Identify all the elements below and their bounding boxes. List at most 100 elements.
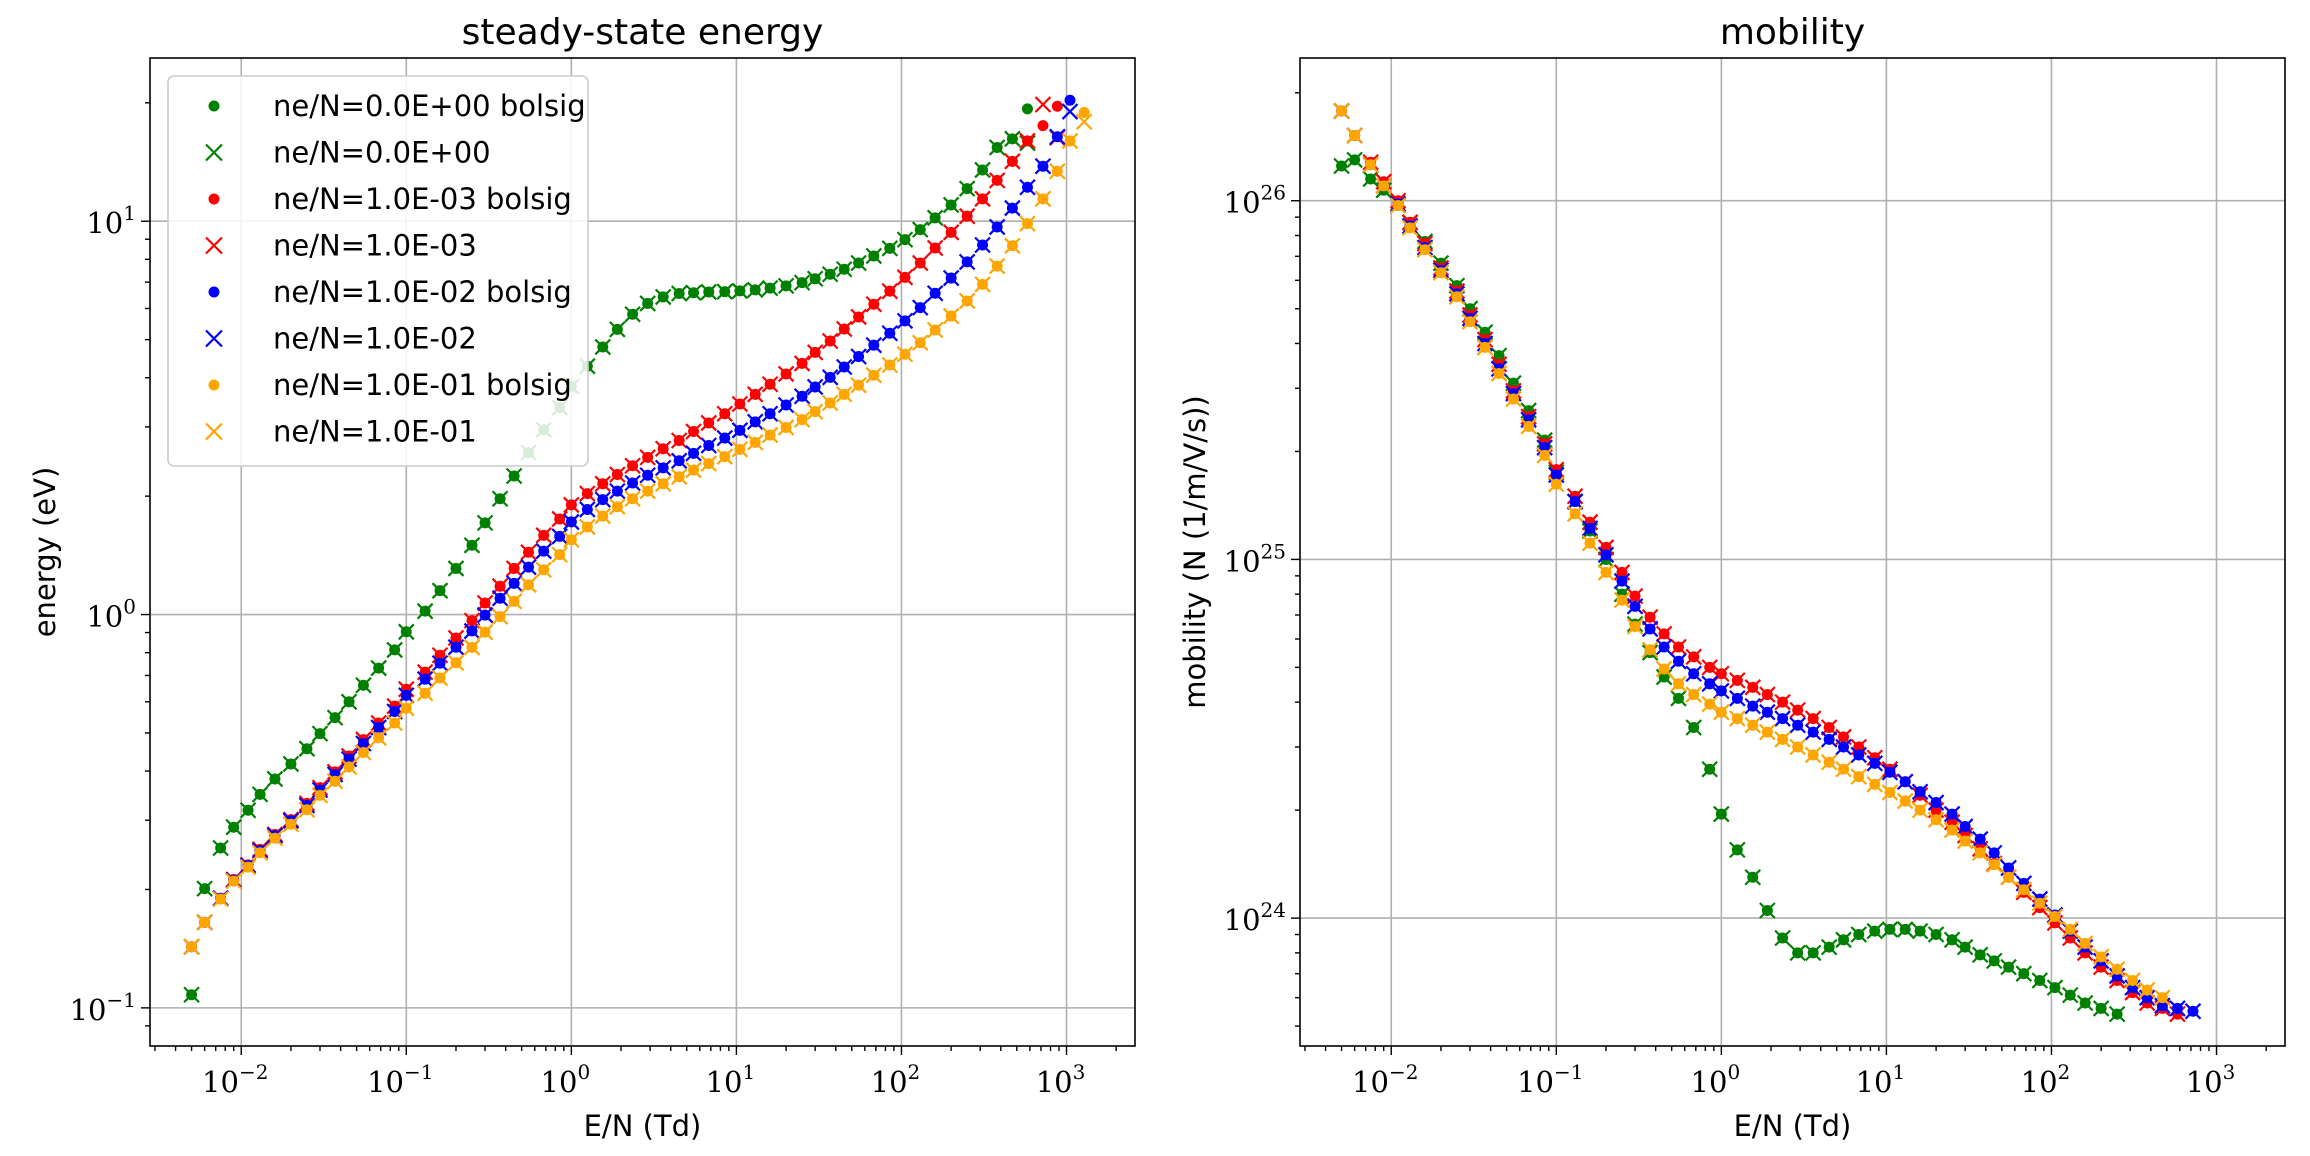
data-point <box>806 378 824 396</box>
legend-marker <box>208 193 220 205</box>
data-point <box>1927 926 1945 943</box>
data-point <box>1670 690 1687 707</box>
data-point <box>865 247 883 265</box>
data-point <box>988 139 1006 156</box>
data-point <box>777 277 795 295</box>
data-point <box>535 527 552 544</box>
data-point <box>1713 665 1730 683</box>
data-point <box>183 986 200 1004</box>
data-point <box>624 474 641 492</box>
data-point <box>654 459 672 477</box>
data-point <box>806 270 824 288</box>
series-5 <box>1333 102 2202 1020</box>
data-point <box>1581 520 1599 537</box>
data-point <box>821 369 839 386</box>
data-point <box>1019 132 1036 150</box>
data-point <box>1774 929 1791 947</box>
y-tick-label: 100 <box>86 595 136 634</box>
data-point <box>2124 972 2141 989</box>
x-tick-label: 103 <box>2186 1060 2236 1099</box>
data-point <box>398 699 415 717</box>
data-point <box>594 491 612 508</box>
data-point <box>2092 948 2110 966</box>
data-point <box>974 190 991 208</box>
data-point <box>491 578 509 595</box>
data-point <box>1896 773 1914 791</box>
data-point <box>551 546 568 563</box>
data-point <box>1896 921 1914 938</box>
plot-area-frame <box>149 57 1136 1047</box>
data-point <box>1820 753 1838 771</box>
data-point <box>1490 365 1508 382</box>
data-point <box>793 274 811 291</box>
data-point <box>806 403 824 420</box>
data-point <box>1985 844 2003 862</box>
data-point <box>793 387 811 405</box>
data-point <box>340 750 358 768</box>
data-point <box>865 366 883 384</box>
data-point <box>1613 572 1631 590</box>
energy-chart: 10−2 10−1 100 101 102 103 10−1 100 101 steady-sta… <box>28 12 1136 1143</box>
data-point <box>520 543 537 561</box>
data-point <box>639 482 656 500</box>
x-tick-label: 102 <box>871 1060 921 1099</box>
legend-marker <box>208 100 220 112</box>
data-point <box>2092 1000 2110 1017</box>
x-axis-label: E/N (Td) <box>584 1109 702 1143</box>
data-point <box>958 180 976 197</box>
y-axis-label: mobility (N (1/m/V/s)) <box>1178 395 1212 708</box>
series-7 <box>183 113 1093 956</box>
data-point <box>1744 716 1762 734</box>
data-point <box>1049 162 1066 180</box>
data-point <box>476 514 494 532</box>
data-point <box>1729 672 1746 689</box>
data-point <box>1019 178 1036 196</box>
data-point <box>1789 716 1806 734</box>
data-point <box>551 528 568 545</box>
data-point <box>416 684 434 702</box>
data-point <box>1729 841 1746 859</box>
data-point <box>1850 768 1868 785</box>
data-point <box>700 283 718 301</box>
data-point <box>835 358 853 376</box>
data-point <box>1051 100 1063 112</box>
data-point <box>1034 190 1052 208</box>
data-point <box>225 872 242 890</box>
data-point <box>1759 703 1776 721</box>
data-point <box>654 475 672 493</box>
legend: ne/N=0.0E+00 bolsig ne/N=0.0E+00 ne/N=1.0E… <box>167 75 589 467</box>
data-point <box>731 395 749 413</box>
data-point <box>1670 653 1687 670</box>
data-point <box>2108 1005 2126 1023</box>
data-point <box>1911 783 1929 801</box>
data-point <box>1820 719 1838 736</box>
data-point <box>1744 679 1762 696</box>
data-point <box>1850 738 1868 756</box>
data-point <box>2108 961 2126 978</box>
y-axis-label: energy (eV) <box>28 467 62 638</box>
data-point <box>850 308 867 326</box>
data-point <box>2138 989 2156 1006</box>
data-point <box>1744 697 1762 715</box>
series-7 <box>1333 102 2171 1006</box>
data-point <box>1021 103 1033 115</box>
legend-label: ne/N=0.0E+00 bolsig <box>273 89 586 123</box>
legend-label: ne/N=1.0E-01 <box>273 415 477 449</box>
data-point <box>431 646 449 664</box>
data-point <box>1850 746 1868 764</box>
data-point <box>1971 946 1989 964</box>
data-point <box>1956 938 1974 956</box>
data-point <box>716 405 734 423</box>
y-tick-label: 1024 <box>1224 898 1286 937</box>
x-axis-label: E/N (Td) <box>1734 1109 1852 1143</box>
x-tick-label: 101 <box>706 1060 756 1099</box>
data-point <box>1346 127 1363 144</box>
data-point <box>835 320 853 338</box>
data-point <box>1075 113 1093 131</box>
data-point <box>700 437 718 454</box>
data-point <box>2061 986 2079 1004</box>
data-point <box>1019 215 1036 232</box>
data-point <box>1037 120 1049 132</box>
data-point <box>958 207 976 225</box>
data-point <box>431 669 449 687</box>
